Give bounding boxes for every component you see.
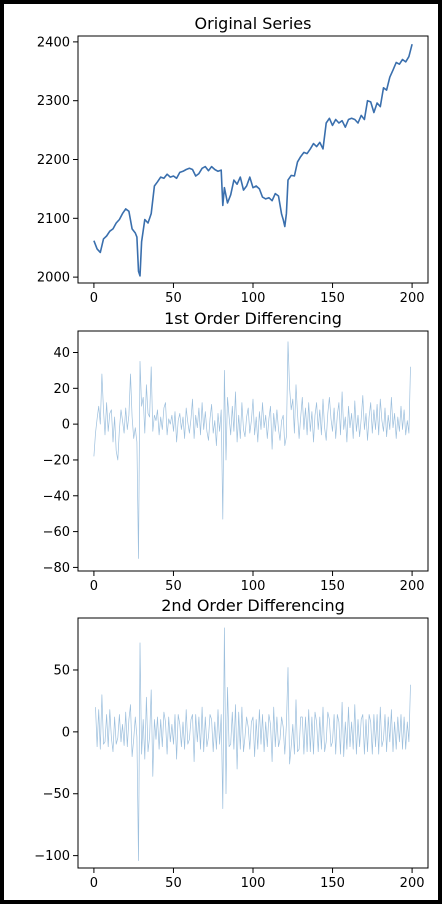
- x-tick-label: 150: [320, 876, 345, 891]
- y-tick-label: −20: [43, 453, 70, 468]
- y-tick-label: 0: [62, 418, 70, 433]
- axes-frame: [77, 35, 429, 284]
- y-tick-label: −40: [43, 489, 70, 504]
- y-tick-label: 2100: [37, 212, 70, 227]
- y-tick-label: 2300: [37, 94, 70, 109]
- x-tick-label: 50: [165, 579, 182, 594]
- y-tick-label: 2200: [37, 153, 70, 168]
- x-tick-label: 200: [400, 579, 425, 594]
- figure: 0 50 100 150 200 2000 2100 2200 2300 2400 Original…: [4, 4, 438, 900]
- x-tick-label: 150: [320, 291, 345, 306]
- chart-title: 1st Order Differencing: [164, 309, 342, 328]
- y-tick-label: 40: [53, 346, 70, 361]
- x-tick-label: 150: [320, 579, 345, 594]
- chart-panel-2: 0 50 100 150 200 −80 −60 −40 −20 0 20 40 1st Order D…: [43, 309, 429, 594]
- x-tick-label: 50: [165, 291, 182, 306]
- x-tick-label: 100: [241, 291, 266, 306]
- y-tick-label: 20: [53, 382, 70, 397]
- series-line-1: [93, 44, 413, 277]
- x-tick-label: 0: [90, 876, 98, 891]
- y-tick-label: 2400: [37, 35, 70, 50]
- y-tick-label: −100: [34, 849, 70, 864]
- y-tick-label: −60: [43, 525, 70, 540]
- chart-title: 2nd Order Differencing: [161, 596, 345, 615]
- x-tick-label: 200: [400, 291, 425, 306]
- x-tick-label: 100: [241, 579, 266, 594]
- x-tick-label: 200: [400, 876, 425, 891]
- y-tick-label: −50: [43, 787, 70, 802]
- chart-panel-1: 0 50 100 150 200 2000 2100 2200 2300 2400 Original…: [37, 14, 429, 306]
- series-line-1: [95, 627, 411, 861]
- y-tick-label: 50: [53, 663, 70, 678]
- axes-frame: [77, 330, 429, 572]
- figure-svg: 0 50 100 150 20020002100220023002400Original…: [34, 14, 429, 891]
- y-tick-label: 2000: [37, 271, 70, 286]
- x-tick-label: 50: [165, 876, 182, 891]
- x-tick-label: 0: [90, 579, 98, 594]
- y-tick-label: 0: [62, 725, 70, 740]
- chart-panel-3: 0 50 100 150 200 −100 −50 0 50 2nd Order Differen…: [34, 596, 429, 891]
- chart-title: Original Series: [195, 14, 312, 33]
- y-tick-label: −80: [43, 561, 70, 576]
- x-tick-label: 100: [241, 876, 266, 891]
- x-tick-label: 0: [90, 291, 98, 306]
- series-line-1: [93, 341, 411, 559]
